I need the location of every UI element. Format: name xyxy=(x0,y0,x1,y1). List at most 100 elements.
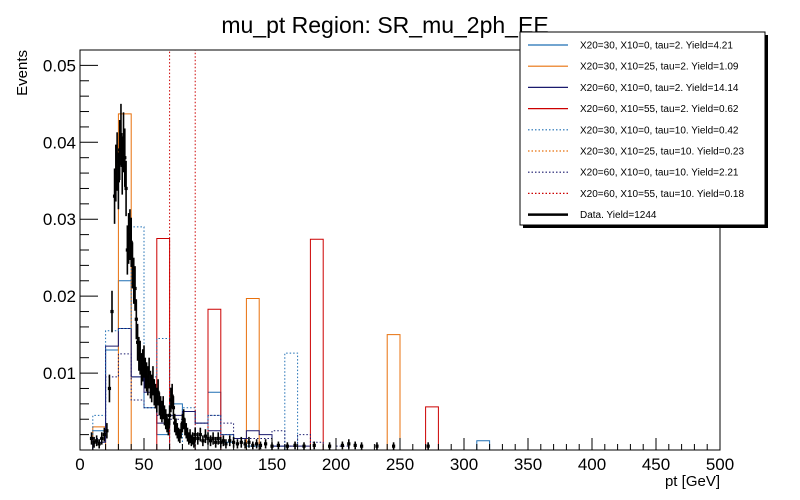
data-marker xyxy=(134,317,138,321)
data-marker xyxy=(152,390,156,394)
data-marker xyxy=(276,443,280,447)
data-marker xyxy=(221,439,225,443)
legend-label: X20=60, X10=55, tau=10. Yield=0.18 xyxy=(580,189,744,200)
data-marker xyxy=(192,440,196,444)
data-marker xyxy=(138,356,142,360)
data-marker xyxy=(116,179,120,183)
data-marker xyxy=(180,421,184,425)
data-marker xyxy=(118,148,122,152)
data-marker xyxy=(328,444,332,448)
data-marker xyxy=(232,440,236,444)
data-marker xyxy=(293,443,297,447)
data-point xyxy=(224,439,228,449)
data-point xyxy=(134,299,138,340)
data-marker xyxy=(160,409,164,414)
data-point xyxy=(192,436,196,448)
data-marker xyxy=(133,286,137,291)
data-point xyxy=(110,290,114,333)
data-marker xyxy=(168,413,172,417)
data-marker xyxy=(183,425,187,429)
data-marker xyxy=(115,159,119,164)
legend: X20=30, X10=0, tau=2. Yield=4.21 X20=30, … xyxy=(519,31,768,228)
data-marker xyxy=(203,434,208,438)
x-tick-label: 450 xyxy=(642,455,670,474)
data-marker xyxy=(228,439,232,443)
data-marker xyxy=(243,442,247,446)
data-marker xyxy=(95,439,99,443)
y-tick-label: 0.05 xyxy=(43,56,76,75)
data-point xyxy=(243,439,247,449)
data-marker xyxy=(123,156,127,160)
legend-label: X20=60, X10=55, tau=2. Yield=0.62 xyxy=(580,104,739,115)
chart-title: mu_pt Region: SR_mu_2ph_EE xyxy=(221,12,548,38)
data-marker xyxy=(92,440,96,444)
data-marker xyxy=(130,263,135,267)
data-marker xyxy=(137,352,141,356)
data-point xyxy=(276,441,280,450)
data-marker xyxy=(129,240,133,244)
data-marker xyxy=(175,429,179,433)
data-point xyxy=(116,152,120,210)
data-marker xyxy=(184,429,188,433)
data-marker xyxy=(251,443,255,447)
data-marker xyxy=(219,440,223,444)
data-marker xyxy=(132,279,136,283)
data-point xyxy=(95,435,99,447)
x-tick-label: 400 xyxy=(578,455,606,474)
data-point xyxy=(251,441,255,450)
legend-label: X20=30, X10=25, tau=10. Yield=0.23 xyxy=(580,147,744,158)
data-marker xyxy=(148,383,152,387)
data-marker xyxy=(165,421,169,425)
data-point xyxy=(119,103,123,166)
data-marker xyxy=(139,367,144,371)
data-point xyxy=(228,435,232,447)
data-marker xyxy=(191,436,195,441)
data-point xyxy=(193,427,197,442)
data-point xyxy=(328,442,332,450)
data-point xyxy=(171,396,176,420)
data-marker xyxy=(196,436,200,441)
x-tick-label: 300 xyxy=(450,455,478,474)
data-marker xyxy=(173,421,177,425)
data-marker xyxy=(151,379,155,383)
y-tick-label: 0.02 xyxy=(43,287,76,306)
data-marker xyxy=(179,429,183,433)
data-point xyxy=(285,442,289,450)
data-marker xyxy=(120,163,124,167)
x-axis-title: pt [GeV] xyxy=(665,473,720,490)
x-tick-label: 250 xyxy=(386,455,414,474)
data-marker xyxy=(178,434,182,438)
data-marker xyxy=(214,440,218,444)
legend-label: X20=60, X10=0, tau=2. Yield=14.14 xyxy=(580,83,739,94)
data-marker xyxy=(189,439,193,443)
data-point xyxy=(107,374,112,403)
data-marker xyxy=(155,398,159,402)
data-marker xyxy=(285,444,289,448)
data-point xyxy=(168,405,172,426)
data-marker xyxy=(166,425,170,429)
x-axis: 0 50 100 150 200 250 300 350 400 450 500 xyxy=(75,438,734,474)
data-marker xyxy=(105,429,109,433)
data-marker xyxy=(136,340,140,344)
data-point xyxy=(196,432,200,445)
y-tick-label: 0.04 xyxy=(43,133,76,152)
legend-label: X20=30, X10=0, tau=10. Yield=0.42 xyxy=(580,125,739,136)
x-tick-label: 150 xyxy=(258,455,286,474)
data-marker xyxy=(119,133,123,137)
data-marker xyxy=(127,236,131,241)
data-marker xyxy=(255,442,259,446)
data-point xyxy=(211,432,215,445)
data-marker xyxy=(125,248,129,252)
data-marker xyxy=(162,413,167,417)
data-marker xyxy=(143,371,147,375)
data-marker xyxy=(169,398,173,402)
data-point xyxy=(166,418,170,436)
data-point xyxy=(312,441,316,450)
data-marker xyxy=(340,443,344,447)
series-line-7 xyxy=(80,353,720,451)
data-point xyxy=(201,435,205,447)
data-marker xyxy=(171,406,176,410)
y-axis-title: Events xyxy=(14,50,31,96)
data-marker xyxy=(375,444,379,448)
data-marker xyxy=(392,444,396,448)
